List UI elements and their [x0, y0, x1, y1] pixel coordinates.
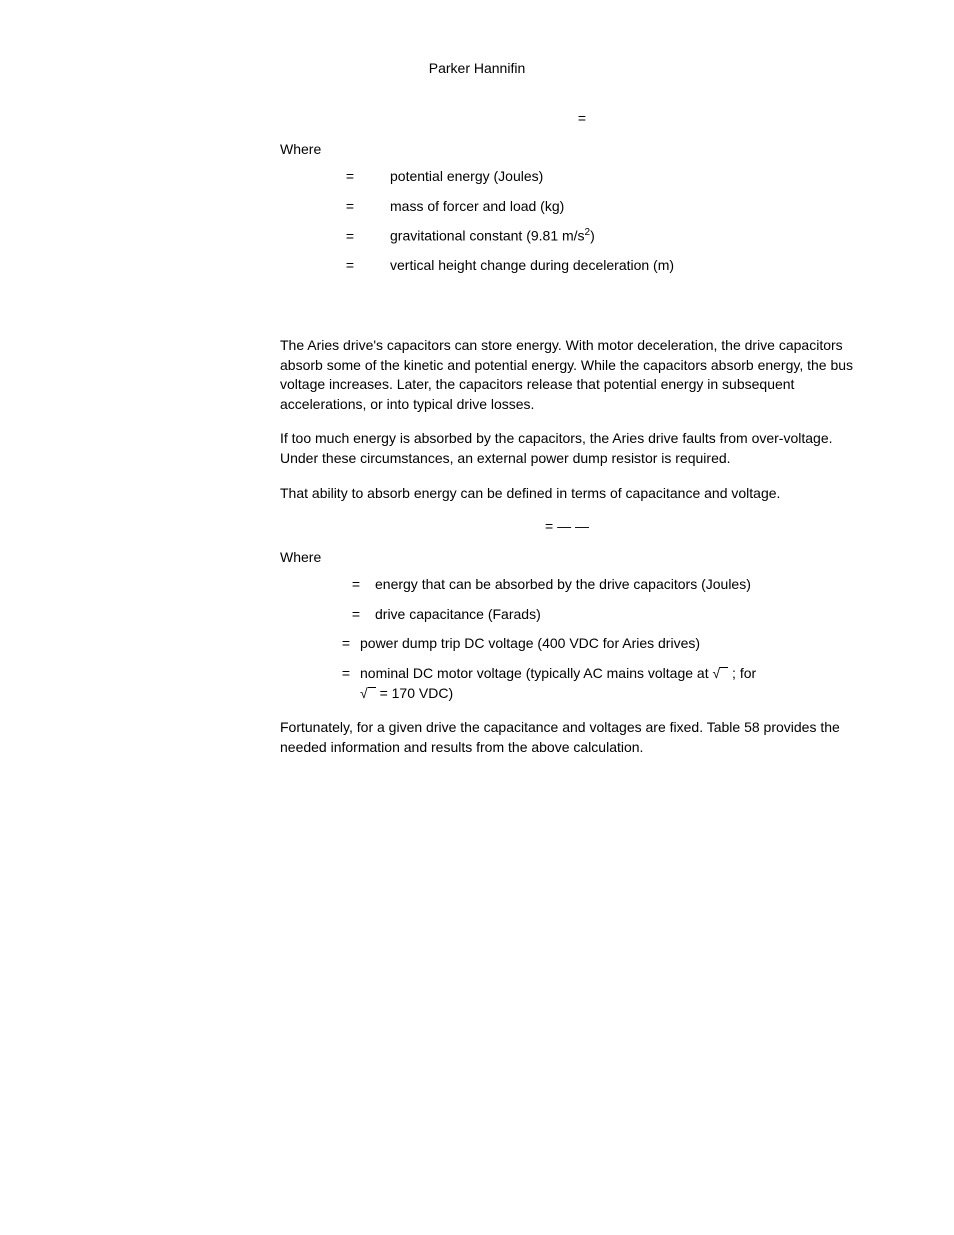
def-text: potential energy (Joules) — [390, 167, 854, 187]
def-text-part: = 170 VDC) — [376, 685, 453, 701]
sqrt-bar — [720, 667, 728, 668]
sqrt-bar — [368, 687, 376, 688]
equation-1-symbol: = — [578, 110, 586, 126]
def-text-part: ; for — [728, 665, 756, 681]
def-symbol: = — [340, 256, 360, 276]
definition-item: = vertical height change during decelera… — [340, 256, 854, 276]
definition-list-2: = energy that can be absorbed by the dri… — [320, 575, 854, 703]
definition-item: = power dump trip DC voltage (400 VDC fo… — [320, 634, 854, 654]
def-text: energy that can be absorbed by the drive… — [375, 575, 854, 595]
definition-item: = potential energy (Joules) — [340, 167, 854, 187]
def-text: mass of forcer and load (kg) — [390, 197, 854, 217]
where-label-1: Where — [280, 141, 854, 157]
definition-list-1: = potential energy (Joules) = mass of fo… — [340, 167, 854, 276]
where-label-2: Where — [280, 549, 854, 565]
def-text: power dump trip DC voltage (400 VDC for … — [360, 634, 854, 654]
company-name: Parker Hannifin — [429, 60, 526, 76]
sqrt-icon — [360, 684, 368, 704]
def-symbol: = — [320, 605, 360, 625]
def-text: gravitational constant (9.81 m/s2) — [390, 226, 854, 246]
definition-item: = energy that can be absorbed by the dri… — [320, 575, 854, 595]
sqrt-icon — [712, 664, 720, 684]
def-symbol: = — [340, 197, 360, 217]
def-text: drive capacitance (Farads) — [375, 605, 854, 625]
def-symbol: = — [340, 227, 360, 247]
page-header: Parker Hannifin — [0, 60, 954, 76]
def-text-pre: gravitational constant (9.81 m/s — [390, 228, 585, 244]
page-content: = Where = potential energy (Joules) = ma… — [280, 110, 854, 757]
definition-item: = gravitational constant (9.81 m/s2) — [340, 226, 854, 246]
def-symbol: = — [320, 634, 360, 654]
equation-1: = — [280, 110, 854, 126]
def-text-part: nominal DC motor voltage (typically AC m… — [360, 665, 712, 681]
paragraph: That ability to absorb energy can be def… — [280, 484, 854, 504]
definition-item: = mass of forcer and load (kg) — [340, 197, 854, 217]
def-text-post: ) — [590, 228, 595, 244]
def-symbol: = — [320, 664, 360, 684]
def-symbol: = — [340, 167, 360, 187]
def-text: vertical height change during decelerati… — [390, 256, 854, 276]
def-text: nominal DC motor voltage (typically AC m… — [360, 664, 854, 703]
def-symbol: = — [320, 575, 360, 595]
paragraph: Fortunately, for a given drive the capac… — [280, 718, 854, 757]
paragraph: The Aries drive's capacitors can store e… — [280, 336, 854, 414]
definition-item: = drive capacitance (Farads) — [320, 605, 854, 625]
equation-2-text: = — — — [545, 518, 589, 534]
equation-2: = — — — [280, 518, 854, 534]
paragraph: If too much energy is absorbed by the ca… — [280, 429, 854, 468]
definition-item: = nominal DC motor voltage (typically AC… — [320, 664, 854, 703]
